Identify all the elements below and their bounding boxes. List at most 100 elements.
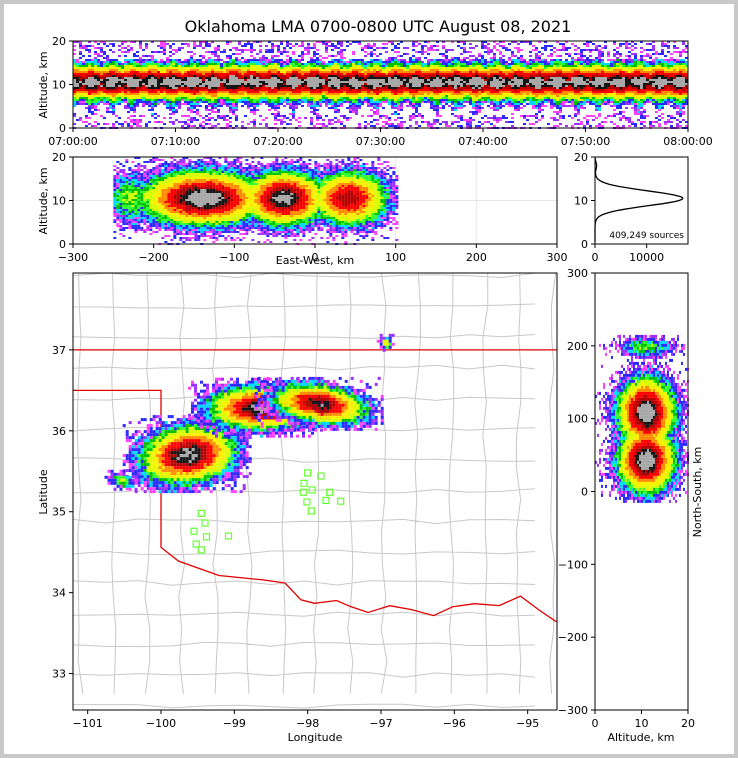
- altitude-time-cell: [517, 57, 520, 59]
- altitude-time-cell: [184, 103, 187, 105]
- altitude-time-cell: [181, 67, 184, 69]
- altitude-time-cell: [298, 45, 301, 47]
- altitude-time-cell: [76, 63, 79, 65]
- altitude-time-cell: [334, 67, 337, 69]
- altitude-time-cell: [241, 67, 244, 69]
- altitude-time-cell: [256, 53, 259, 55]
- altitude-time-cell: [310, 47, 313, 49]
- altitude-time-cell: [409, 105, 412, 107]
- altitude-time-cell: [481, 65, 484, 67]
- altitude-time-cell: [277, 55, 280, 57]
- altitude-time-cell: [232, 73, 235, 75]
- altitude-time-cell: [346, 69, 349, 71]
- altitude-time-cell: [301, 91, 304, 93]
- altitude-time-cell: [124, 83, 127, 85]
- altitude-time-cell: [325, 49, 328, 51]
- altitude-time-cell: [133, 69, 136, 71]
- altitude-time-cell: [82, 79, 85, 81]
- altitude-time-cell: [385, 91, 388, 93]
- altitude-time-cell: [229, 91, 232, 93]
- altitude-time-cell: [250, 69, 253, 71]
- altitude-time-cell: [100, 61, 103, 63]
- altitude-time-cell: [106, 85, 109, 87]
- altitude-time-cell: [325, 95, 328, 97]
- altitude-time-cell: [340, 97, 343, 99]
- altitude-time-cell: [295, 103, 298, 105]
- altitude-time-cell: [112, 95, 115, 97]
- altitude-time-cell: [124, 47, 127, 49]
- altitude-time-cell: [499, 57, 502, 59]
- altitude-time-cell: [301, 71, 304, 73]
- altitude-time-cell: [394, 105, 397, 107]
- altitude-time-cell: [259, 97, 262, 99]
- altitude-time-cell: [430, 93, 433, 95]
- altitude-time-cell: [151, 101, 154, 103]
- altitude-time-cell: [448, 49, 451, 51]
- altitude-time-cell: [391, 59, 394, 61]
- altitude-time-cell: [454, 63, 457, 65]
- altitude-time-cell: [100, 77, 103, 79]
- altitude-time-cell: [184, 43, 187, 45]
- altitude-time-cell: [343, 83, 346, 85]
- altitude-time-cell: [289, 123, 292, 125]
- altitude-time-cell: [265, 71, 268, 73]
- altitude-time-cell: [505, 99, 508, 101]
- altitude-time-cell: [313, 55, 316, 57]
- altitude-time-cell: [139, 99, 142, 101]
- altitude-time-cell: [211, 51, 214, 53]
- altitude-time-cell: [496, 91, 499, 93]
- altitude-time-cell: [118, 73, 121, 75]
- altitude-time-cell: [91, 59, 94, 61]
- altitude-time-cell: [433, 85, 436, 87]
- altitude-time-cell: [454, 67, 457, 69]
- altitude-time-cell: [439, 95, 442, 97]
- altitude-time-cell: [124, 61, 127, 63]
- altitude-time-cell: [352, 95, 355, 97]
- altitude-time-cell: [313, 73, 316, 75]
- altitude-time-cell: [379, 71, 382, 73]
- altitude-time-cell: [130, 119, 133, 121]
- altitude-time-cell: [382, 101, 385, 103]
- altitude-time-cell: [295, 107, 298, 109]
- altitude-time-cell: [394, 91, 397, 93]
- altitude-time-cell: [337, 61, 340, 63]
- altitude-time-cell: [361, 115, 364, 117]
- altitude-time-cell: [553, 77, 556, 79]
- altitude-time-cell: [88, 67, 91, 69]
- altitude-time-cell: [265, 101, 268, 103]
- altitude-time-cell: [316, 41, 319, 43]
- altitude-time-cell: [304, 85, 307, 87]
- altitude-time-cell: [247, 101, 250, 103]
- altitude-time-cell: [502, 75, 505, 77]
- altitude-time-cell: [76, 89, 79, 91]
- altitude-time-cell: [85, 93, 88, 95]
- altitude-time-cell: [412, 91, 415, 93]
- altitude-time-cell: [463, 43, 466, 45]
- altitude-time-cell: [148, 67, 151, 69]
- altitude-time-cell: [316, 87, 319, 89]
- altitude-time-cell: [85, 99, 88, 101]
- altitude-time-cell: [211, 111, 214, 113]
- altitude-time-cell: [175, 61, 178, 63]
- altitude-time-cell: [172, 79, 175, 81]
- altitude-time-cell: [382, 81, 385, 83]
- altitude-time-cell: [349, 99, 352, 101]
- altitude-time-cell: [307, 97, 310, 99]
- altitude-time-cell: [94, 99, 97, 101]
- altitude-time-cell: [367, 101, 370, 103]
- altitude-time-cell: [463, 105, 466, 107]
- altitude-time-cell: [388, 87, 391, 89]
- altitude-time-cell: [472, 107, 475, 109]
- altitude-time-cell: [136, 95, 139, 97]
- altitude-time-cell: [373, 119, 376, 121]
- altitude-time-cell: [475, 99, 478, 101]
- altitude-time-cell: [259, 115, 262, 117]
- altitude-time-cell: [481, 101, 484, 103]
- altitude-time-cell: [301, 77, 304, 79]
- altitude-time-cell: [220, 69, 223, 71]
- altitude-time-cell: [142, 79, 145, 81]
- altitude-time-cell: [367, 103, 370, 105]
- altitude-time-cell: [535, 89, 538, 91]
- altitude-time-cell: [127, 71, 130, 73]
- altitude-time-cell: [514, 109, 517, 111]
